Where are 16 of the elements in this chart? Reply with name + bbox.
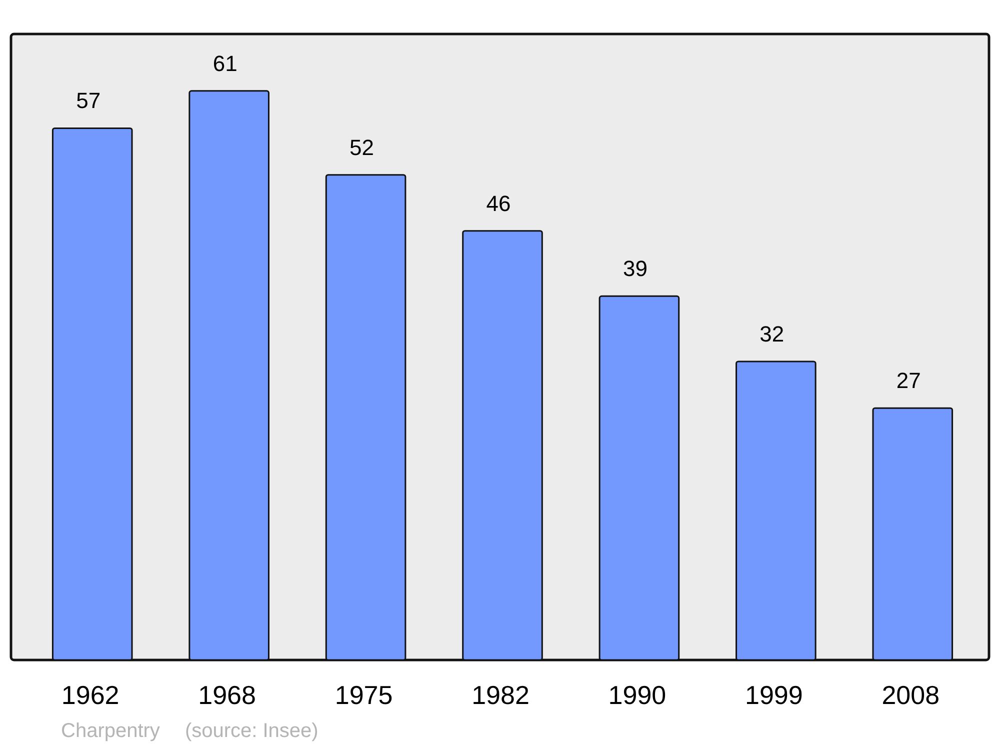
data-label: 57 (76, 88, 101, 114)
x-tick-label: 2008 (882, 680, 940, 710)
x-tick-label: 1975 (334, 680, 393, 710)
x-tick-label: 1968 (198, 680, 256, 710)
data-label: 39 (622, 256, 648, 282)
text: (source: Insee) (184, 720, 318, 742)
data-label: 32 (760, 321, 784, 346)
text: Charpentry (61, 720, 160, 742)
data-label: 52 (350, 134, 374, 160)
data-label: 27 (896, 368, 921, 394)
x-tick-label: 1982 (472, 680, 530, 710)
data-label: 61 (212, 50, 238, 76)
x-tick-label: 1990 (608, 680, 666, 710)
x-tick-label: 1962 (61, 680, 120, 710)
x-tick-label: 1999 (745, 680, 803, 710)
data-label: 46 (486, 190, 511, 216)
